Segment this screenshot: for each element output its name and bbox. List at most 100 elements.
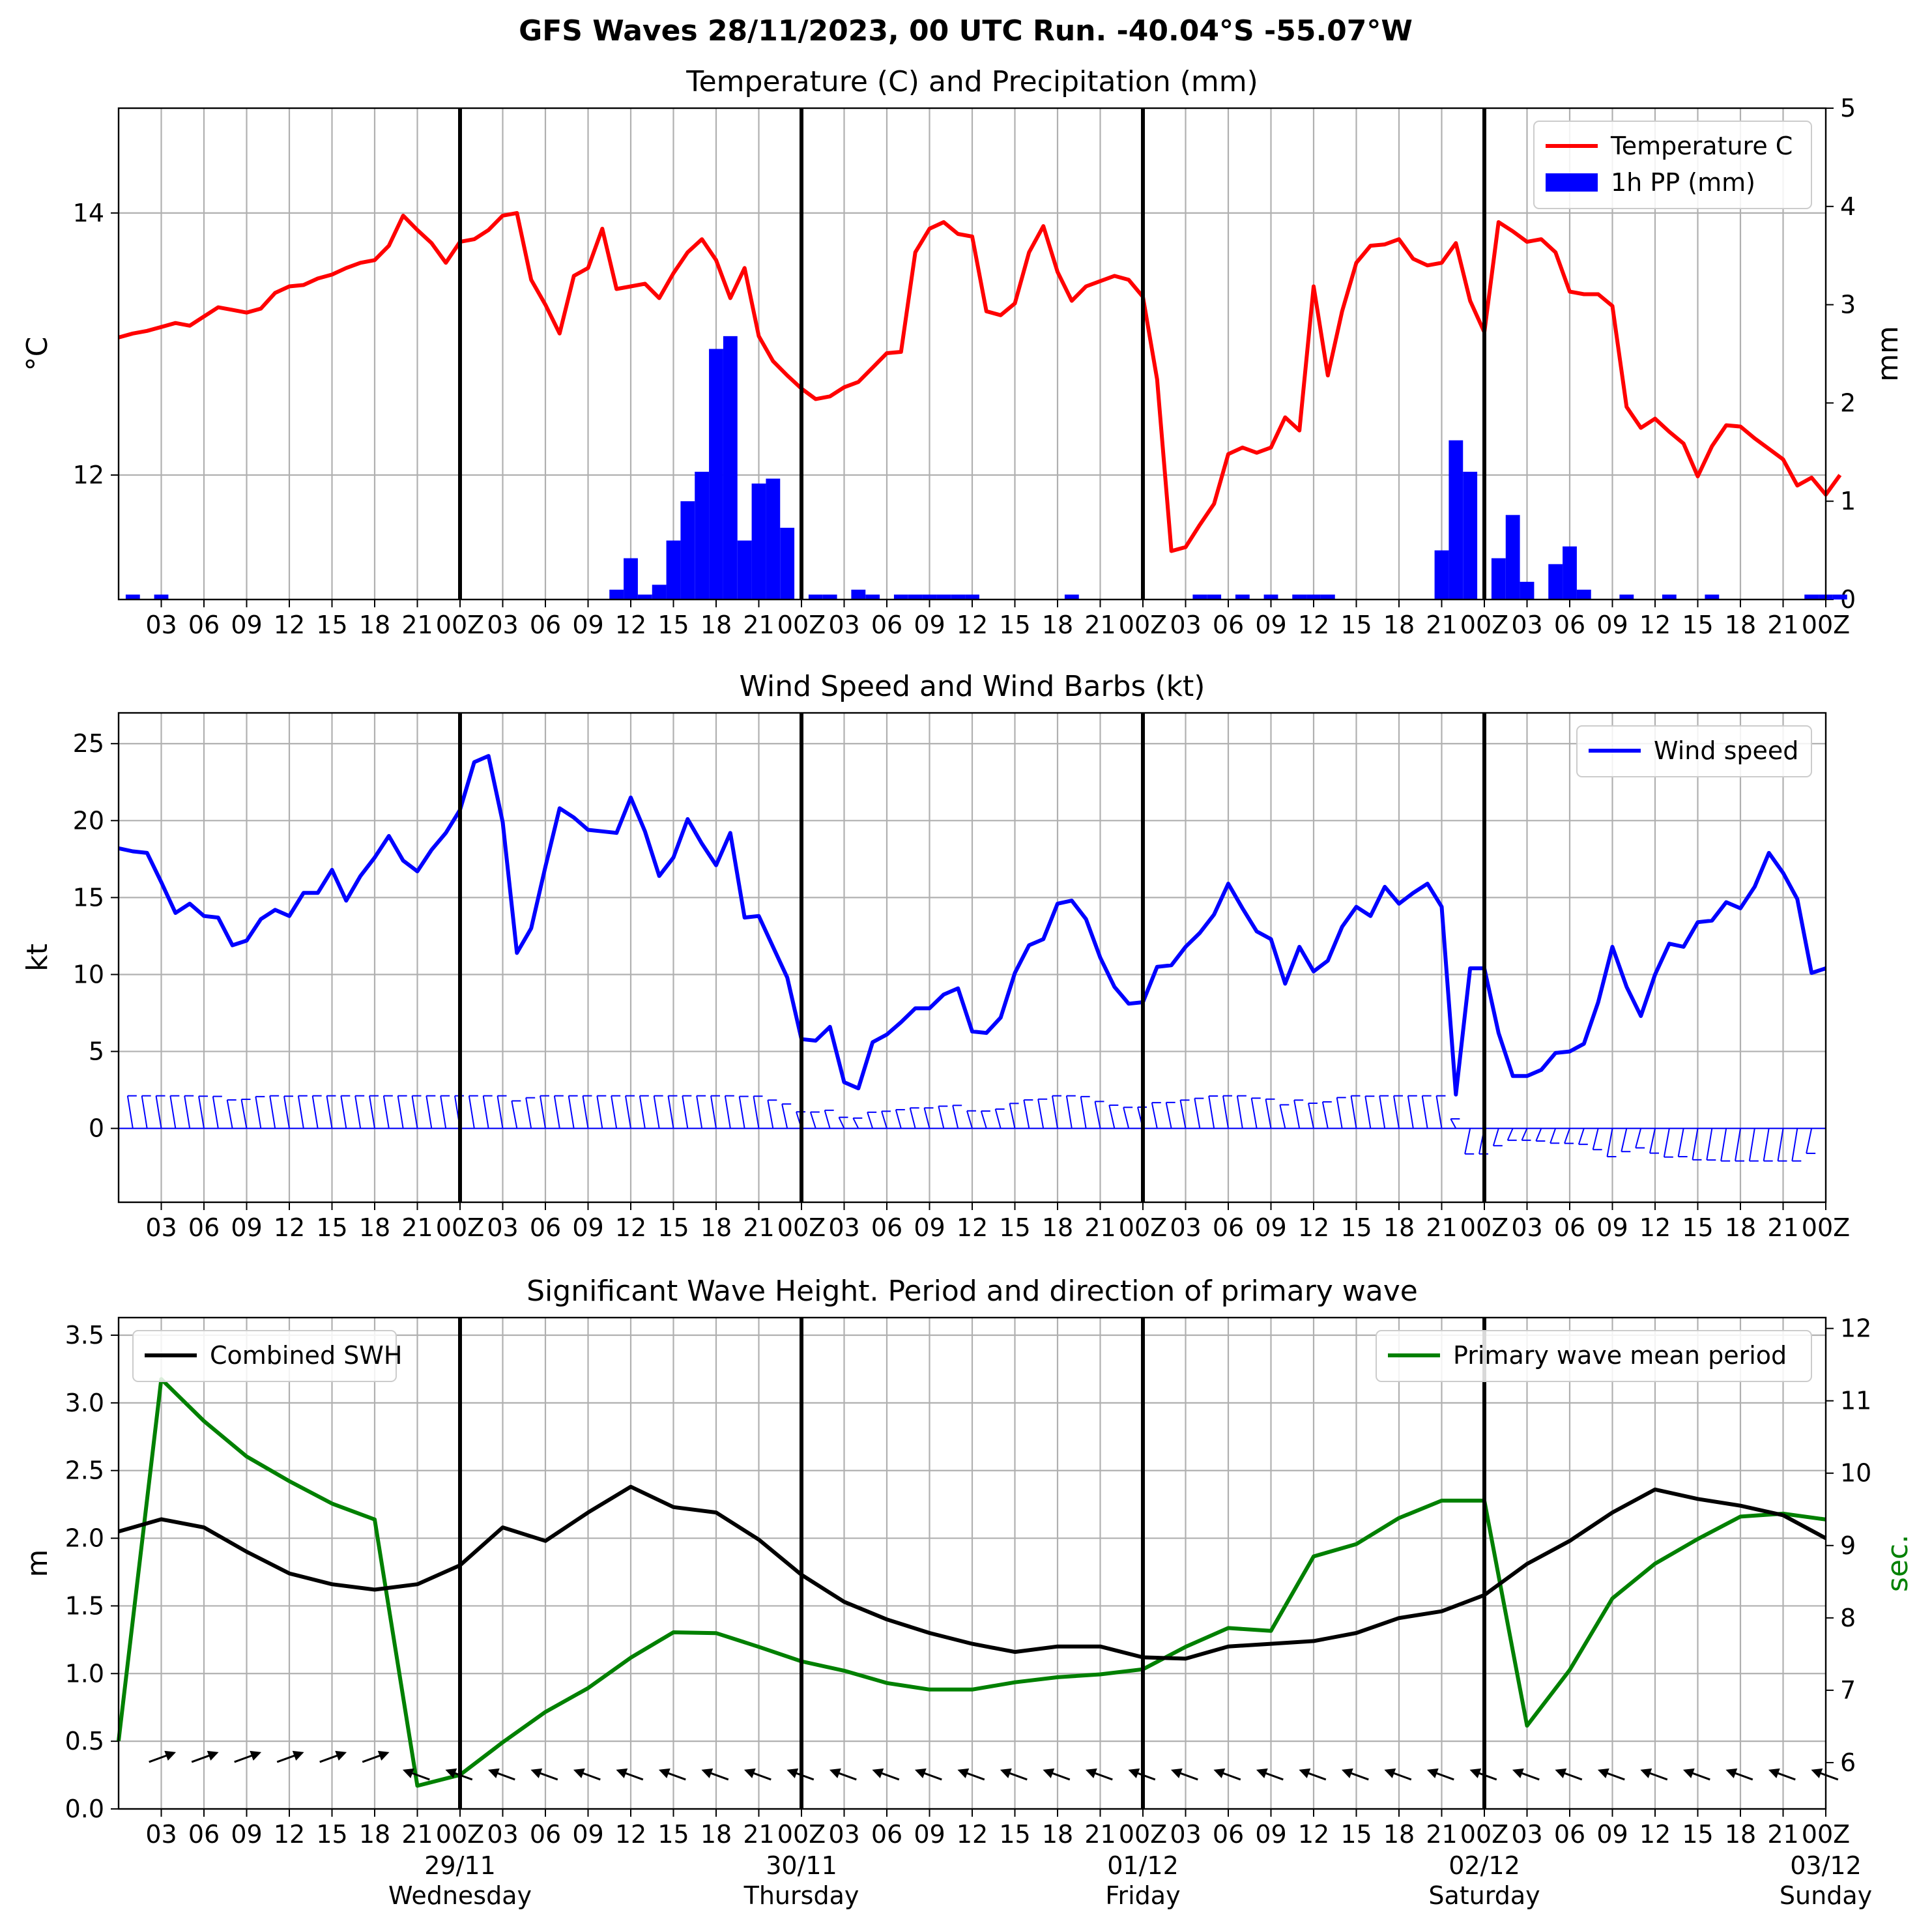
wave-arrow-head — [164, 1750, 177, 1761]
precip-bar — [851, 589, 866, 599]
x-tick-label: 03 — [1170, 611, 1201, 639]
x-tick-label: 21 — [1426, 1213, 1457, 1242]
wind-barb — [767, 1100, 774, 1129]
wind-barb — [611, 1095, 618, 1129]
precip-bar — [1548, 564, 1563, 599]
wind-barb — [1621, 1128, 1628, 1152]
wind-barb — [397, 1095, 404, 1129]
wind-barb — [1706, 1128, 1713, 1161]
wave-arrow — [914, 1768, 942, 1781]
precip-bar — [893, 594, 908, 599]
day-date-label: 30/11 — [766, 1851, 837, 1880]
wind-barb — [1336, 1097, 1343, 1129]
wind-barb — [1564, 1128, 1570, 1144]
x-tick-label: 09 — [1255, 1213, 1286, 1242]
x-tick-label: 09 — [1596, 1213, 1628, 1242]
wave-arrow-head — [743, 1768, 756, 1778]
y-tick-label: 1.5 — [65, 1591, 104, 1620]
y-tick-label: 0 — [89, 1114, 104, 1143]
x-tick-label: 09 — [1596, 611, 1628, 639]
wind-barb — [1791, 1128, 1798, 1161]
wind-barb — [269, 1095, 276, 1129]
day-weekday-label: Friday — [1105, 1881, 1180, 1910]
x-tick-label: 06 — [1213, 1213, 1244, 1242]
x-tick-label: 15 — [316, 1213, 347, 1242]
panel-3: 0.0 0.5 1.0 1.5 2.0 2.5 3.0 3.5 6 7 8 9 10 11 12 03 06 09… — [21, 1275, 1914, 1910]
wind-barb — [1151, 1102, 1158, 1129]
wind-barb — [184, 1095, 191, 1129]
x-tick-label: 09 — [572, 1820, 603, 1849]
wave-arrow-head — [1384, 1768, 1396, 1778]
x-tick-label: 00Z — [1460, 611, 1508, 639]
y-tick-label: 25 — [73, 729, 104, 758]
wave-arrow — [191, 1750, 219, 1763]
wind-speed-line — [118, 754, 1826, 1097]
wave-arrow-head — [914, 1768, 927, 1778]
wind-barb — [425, 1095, 433, 1129]
precip-bar — [609, 589, 624, 599]
wave-arrow — [1043, 1768, 1071, 1781]
wind-barb — [126, 1095, 134, 1129]
x-tick-label: 21 — [1767, 1820, 1798, 1849]
wind-barb — [1321, 1101, 1329, 1129]
x-tick-label: 21 — [401, 1213, 433, 1242]
wave-arrow-head — [1512, 1768, 1524, 1778]
precip-bar — [652, 585, 667, 599]
wind-barb — [283, 1096, 290, 1129]
wave-arrow-head — [1597, 1768, 1609, 1778]
wind-barb — [553, 1095, 560, 1129]
x-tick-label: 21 — [1084, 1213, 1116, 1242]
wind-barb — [1748, 1128, 1755, 1161]
wave-arrow-head — [292, 1750, 304, 1761]
precip-bar — [1832, 594, 1847, 599]
wind-barb — [923, 1107, 930, 1129]
x-tick-label: 09 — [1255, 611, 1286, 639]
wave-arrow — [149, 1750, 177, 1763]
day-date-label: 29/11 — [424, 1851, 496, 1880]
x-tick-label: 15 — [1340, 1820, 1372, 1849]
x-tick-label: 06 — [530, 611, 561, 639]
precip-bar — [908, 594, 923, 599]
wave-arrow-head — [207, 1750, 219, 1761]
panel-title: Wind Speed and Wind Barbs (kt) — [740, 670, 1205, 703]
wind-barb — [212, 1096, 219, 1129]
precip-bar — [1064, 594, 1079, 599]
wave-arrow — [487, 1768, 515, 1781]
wind-barb — [881, 1111, 887, 1129]
wind-barb — [354, 1095, 362, 1129]
precip-bar — [1619, 594, 1634, 599]
wind-barb — [696, 1095, 703, 1129]
precip-bar — [680, 501, 695, 599]
legend-label: 1h PP (mm) — [1611, 168, 1755, 197]
x-tick-label: 00Z — [777, 1213, 826, 1242]
wind-barb — [1065, 1095, 1073, 1129]
y2-axis-label: mm — [1871, 326, 1905, 382]
x-tick-label: 00Z — [777, 611, 826, 639]
wind-barb — [1507, 1128, 1514, 1141]
y-tick-label: 5 — [89, 1037, 104, 1066]
x-tick-label: 15 — [999, 1213, 1030, 1242]
wind-barb — [1677, 1128, 1684, 1157]
precip-bar — [1192, 594, 1207, 599]
wind-barb — [1735, 1128, 1741, 1161]
x-tick-label: 21 — [401, 1820, 433, 1849]
wave-arrow-head — [445, 1768, 457, 1778]
wind-barb — [867, 1112, 874, 1129]
wind-barb — [1806, 1128, 1813, 1154]
x-tick-label: 21 — [1084, 1820, 1116, 1849]
y2-tick-label: 1 — [1840, 487, 1856, 515]
precip-bar — [154, 594, 169, 599]
precip-bar — [1306, 594, 1321, 599]
legend-box — [1376, 1330, 1812, 1382]
wave-direction-arrows — [149, 1750, 1839, 1781]
wind-barb — [1179, 1100, 1187, 1129]
y2-tick-label: 10 — [1840, 1459, 1871, 1488]
x-tick-label: 21 — [1084, 611, 1116, 639]
wave-arrow — [1341, 1768, 1369, 1781]
x-tick-label: 06 — [188, 1213, 220, 1242]
precip-bar — [1292, 594, 1307, 599]
day-date-label: 03/12 — [1790, 1851, 1862, 1880]
y2-axis-label: sec. — [1881, 1535, 1914, 1592]
wind-barb — [1692, 1128, 1699, 1161]
wind-barb — [980, 1110, 987, 1129]
